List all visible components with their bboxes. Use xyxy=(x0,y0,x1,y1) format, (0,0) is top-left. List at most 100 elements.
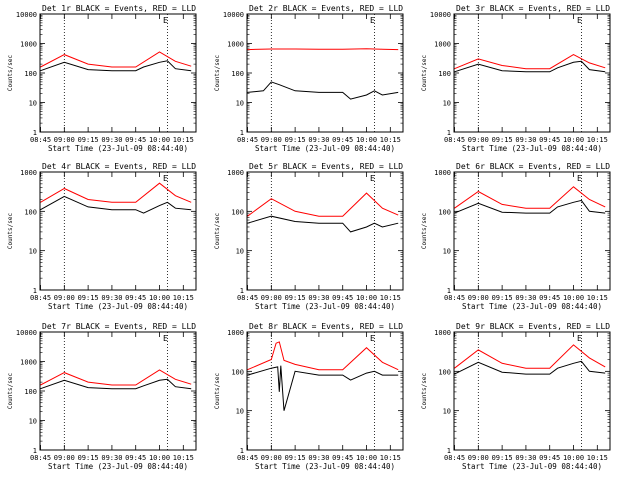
y-tick-label: 100 xyxy=(231,208,244,216)
x-tick-label: 10:00 xyxy=(149,136,170,144)
y-tick-label: 100 xyxy=(24,70,37,78)
x-axis-label: Start Time (23-Jul-09 08:44:40) xyxy=(255,144,395,153)
detector-panel-5: Det 5r BLACK = Events, RED = LLD 1 10 100 10… xyxy=(214,162,404,311)
x-tick-label: 09:45 xyxy=(332,454,353,462)
x-axis-label: Start Time (23-Jul-09 08:44:40) xyxy=(462,302,602,311)
time-marker-annotation: E xyxy=(577,334,582,343)
x-tick-label: 09:00 xyxy=(54,294,75,302)
y-tick-label: 100 xyxy=(438,208,451,216)
x-tick-label: 10:15 xyxy=(173,136,194,144)
lld-series-line xyxy=(247,341,399,371)
plot-frame xyxy=(246,13,404,133)
plot-frame xyxy=(453,171,611,291)
panel-title: Det 9r BLACK = Events, RED = LLD xyxy=(456,322,610,331)
x-tick-label: 09:30 xyxy=(101,136,122,144)
time-marker-annotation: E xyxy=(370,16,375,25)
y-tick-label: 1000 xyxy=(20,41,37,49)
x-tick-label: 09:30 xyxy=(515,136,536,144)
y-axis-label: Counts/sec xyxy=(214,213,221,250)
events-series-line xyxy=(247,81,399,100)
y-tick-label: 1000 xyxy=(434,41,451,49)
x-tick-label: 10:15 xyxy=(380,136,401,144)
x-tick-label: 09:15 xyxy=(285,454,306,462)
lld-series-line xyxy=(454,186,606,209)
plot-frame xyxy=(246,331,404,451)
x-tick-label: 09:45 xyxy=(125,294,146,302)
x-tick-label: 08:45 xyxy=(444,136,465,144)
y-tick-label: 10 xyxy=(29,248,37,256)
x-tick-label: 09:30 xyxy=(101,454,122,462)
x-tick-label: 08:45 xyxy=(444,454,465,462)
events-series-line xyxy=(40,195,192,214)
time-marker-annotation: E xyxy=(163,174,168,183)
x-tick-label: 09:00 xyxy=(468,136,489,144)
y-tick-label: 1000 xyxy=(227,329,244,337)
plot-frame xyxy=(39,13,197,133)
x-tick-label: 08:45 xyxy=(30,136,51,144)
x-tick-label: 09:15 xyxy=(285,294,306,302)
panel-title: Det 7r BLACK = Events, RED = LLD xyxy=(42,322,196,331)
panel-title: Det 2r BLACK = Events, RED = LLD xyxy=(249,4,403,13)
x-tick-label: 09:00 xyxy=(468,454,489,462)
y-tick-label: 10000 xyxy=(430,11,451,19)
x-tick-label: 09:15 xyxy=(78,136,99,144)
x-tick-label: 10:00 xyxy=(149,454,170,462)
x-tick-label: 08:45 xyxy=(444,294,465,302)
events-series-line xyxy=(40,378,192,390)
x-tick-label: 09:00 xyxy=(54,136,75,144)
x-tick-label: 09:30 xyxy=(308,454,329,462)
events-series-line xyxy=(247,215,399,233)
x-tick-label: 10:15 xyxy=(380,294,401,302)
y-tick-label: 10 xyxy=(29,100,37,108)
x-axis-label: Start Time (23-Jul-09 08:44:40) xyxy=(255,302,395,311)
detector-panel-6: Det 6r BLACK = Events, RED = LLD 1 10 100 10… xyxy=(421,162,611,311)
x-axis-label: Start Time (23-Jul-09 08:44:40) xyxy=(48,462,188,471)
y-tick-label: 1 xyxy=(33,129,37,137)
x-tick-label: 10:15 xyxy=(380,454,401,462)
x-tick-label: 09:30 xyxy=(101,294,122,302)
y-tick-label: 10 xyxy=(236,100,244,108)
y-axis-label: Counts/sec xyxy=(421,373,428,410)
x-tick-label: 10:15 xyxy=(173,294,194,302)
plot-frame xyxy=(39,331,197,451)
y-axis-label: Counts/sec xyxy=(7,373,14,410)
y-tick-label: 1 xyxy=(447,287,451,295)
panel-title: Det 8r BLACK = Events, RED = LLD xyxy=(249,322,403,331)
y-tick-label: 10000 xyxy=(16,329,37,337)
x-tick-label: 08:45 xyxy=(30,454,51,462)
y-tick-label: 1000 xyxy=(20,359,37,367)
detector-panel-4: Det 4r BLACK = Events, RED = LLD 1 10 100 10… xyxy=(7,162,197,311)
time-marker-annotation: E xyxy=(163,334,168,343)
detector-panel-7: Det 7r BLACK = Events, RED = LLD 1 10 100 10… xyxy=(7,322,197,471)
plot-frame xyxy=(453,13,611,133)
y-axis-label: Counts/sec xyxy=(7,55,14,92)
events-series-line xyxy=(454,360,606,375)
events-series-line xyxy=(247,365,399,411)
x-tick-label: 10:15 xyxy=(587,136,608,144)
y-tick-label: 1000 xyxy=(434,169,451,177)
x-tick-label: 09:30 xyxy=(308,136,329,144)
x-tick-label: 09:30 xyxy=(308,294,329,302)
x-tick-label: 09:45 xyxy=(332,294,353,302)
y-axis-label: Counts/sec xyxy=(421,55,428,92)
lld-series-line xyxy=(40,182,192,203)
x-tick-label: 09:45 xyxy=(539,454,560,462)
x-tick-label: 10:15 xyxy=(587,454,608,462)
x-tick-label: 09:45 xyxy=(539,294,560,302)
y-tick-label: 1 xyxy=(240,129,244,137)
y-tick-label: 10 xyxy=(29,418,37,426)
plot-frame xyxy=(453,331,611,451)
x-tick-label: 09:30 xyxy=(515,294,536,302)
x-tick-label: 08:45 xyxy=(237,294,258,302)
x-tick-label: 09:00 xyxy=(54,454,75,462)
x-axis-label: Start Time (23-Jul-09 08:44:40) xyxy=(48,144,188,153)
x-tick-label: 08:45 xyxy=(30,294,51,302)
lld-series-line xyxy=(247,192,399,217)
y-tick-label: 100 xyxy=(438,368,451,376)
x-tick-label: 10:00 xyxy=(563,454,584,462)
x-tick-label: 09:15 xyxy=(78,294,99,302)
y-tick-label: 1 xyxy=(447,447,451,455)
y-axis-label: Counts/sec xyxy=(214,373,221,410)
x-tick-label: 09:45 xyxy=(332,136,353,144)
